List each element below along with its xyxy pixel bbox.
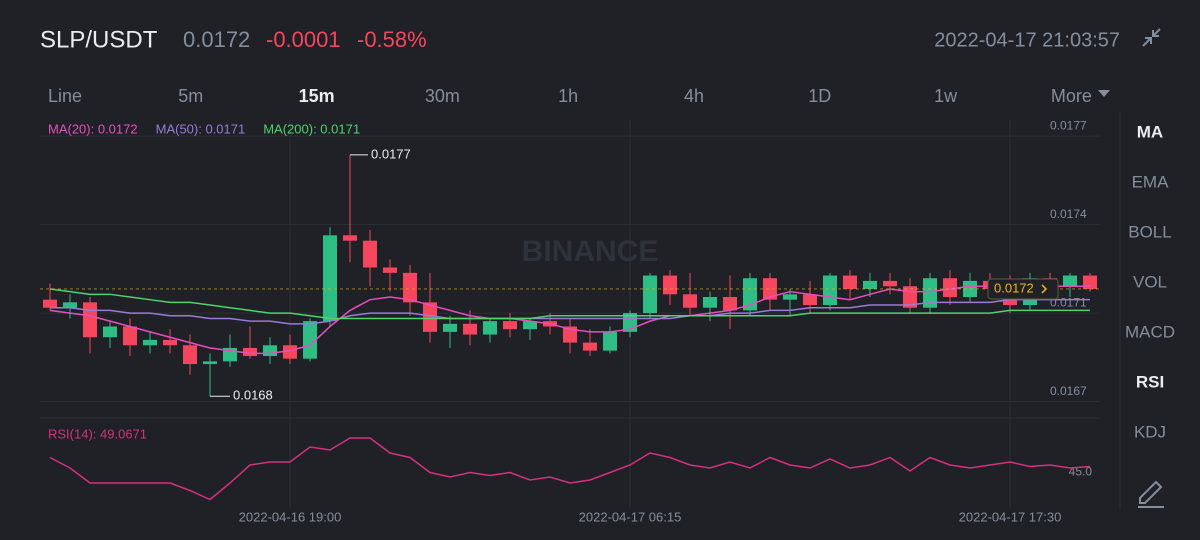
candle-body	[663, 275, 677, 295]
legend-entry: MA(50): 0.0171	[156, 121, 246, 136]
max-label: 0.0177	[371, 146, 411, 161]
legend-entry: MA(200): 0.0171	[263, 121, 360, 136]
candle-body	[343, 235, 357, 241]
candle-body	[183, 345, 197, 365]
candle-body	[743, 278, 757, 311]
draw-tool-icon[interactable]	[1138, 480, 1164, 508]
candle-body	[723, 297, 737, 311]
candle-body	[283, 345, 297, 359]
candle-body	[783, 294, 797, 300]
candle-body	[363, 240, 377, 268]
candle-body	[423, 302, 437, 332]
candle-body	[43, 299, 57, 308]
indicator-tab[interactable]: VOL	[1133, 272, 1167, 291]
change: -0.0001	[266, 27, 341, 52]
candle-body	[263, 345, 277, 356]
candle-body	[823, 275, 837, 306]
candle-body	[103, 326, 117, 338]
interval-tab[interactable]: Line	[48, 86, 82, 106]
candle-body	[643, 275, 657, 314]
candle-body	[123, 326, 137, 346]
indicator-tab[interactable]: RSI	[1136, 372, 1164, 391]
interval-tab[interactable]: 5m	[178, 86, 203, 106]
collapse-icon[interactable]	[1142, 28, 1161, 47]
watermark: BINANCE	[522, 235, 659, 268]
candle-body	[303, 321, 317, 359]
candle-body	[503, 321, 517, 330]
y-tick-label: 0.0167	[1050, 384, 1087, 398]
candle-body	[463, 323, 477, 335]
interval-tab[interactable]: 1D	[808, 86, 831, 106]
last-price-box	[987, 278, 1059, 300]
interval-tab[interactable]: 4h	[684, 86, 704, 106]
last-price-label: 0.0172	[994, 280, 1034, 295]
candle-body	[763, 278, 777, 300]
candle-body	[523, 321, 537, 330]
candle-body	[863, 280, 877, 289]
indicator-tab[interactable]: EMA	[1132, 172, 1170, 191]
candle-body	[163, 339, 177, 346]
candle-body	[323, 235, 337, 322]
candle-body	[883, 280, 897, 287]
x-tick-label: 2022-04-16 19:00	[239, 509, 342, 524]
candle-body	[583, 342, 597, 351]
candle-body	[703, 297, 717, 308]
candle-body	[483, 321, 497, 335]
candle-body	[63, 302, 77, 308]
interval-tab[interactable]: More	[1051, 86, 1092, 106]
indicator-tab[interactable]: MA	[1137, 122, 1163, 141]
candle-body	[403, 272, 417, 303]
x-tick-label: 2022-04-17 06:15	[579, 509, 682, 524]
ma-line	[49, 288, 1090, 320]
rsi-legend: RSI(14): 49.0671	[48, 426, 147, 441]
candle-body	[923, 278, 937, 308]
ma-line	[50, 298, 1090, 325]
interval-tab[interactable]: 30m	[425, 86, 460, 106]
y-tick-label: 0.0171	[1050, 295, 1087, 309]
indicator-tab[interactable]: MACD	[1125, 322, 1175, 341]
price: 0.0172	[183, 27, 250, 52]
datetime: 2022-04-17 21:03:57	[934, 29, 1120, 51]
candle-body	[943, 278, 957, 297]
indicator-tab[interactable]: BOLL	[1128, 222, 1171, 241]
candle-body	[383, 267, 397, 273]
last-price-arrow	[1041, 284, 1048, 294]
candle-body	[143, 339, 157, 346]
candle-body	[203, 361, 217, 365]
y-tick-label: 0.0174	[1050, 207, 1087, 221]
candle-body	[683, 294, 697, 308]
x-tick-label: 2022-04-17 17:30	[959, 509, 1062, 524]
candle-body	[843, 275, 857, 289]
interval-tab[interactable]: 1h	[558, 86, 578, 106]
interval-tab[interactable]: 1w	[934, 86, 958, 106]
ma-line	[49, 285, 1090, 355]
rsi-line	[49, 437, 1091, 501]
more-arrow	[1098, 90, 1110, 97]
y-tick-label: 0.0177	[1050, 118, 1087, 132]
candle-body	[443, 323, 457, 332]
interval-tab[interactable]: 15m	[299, 86, 335, 106]
change-pct: -0.58%	[357, 27, 427, 52]
candle-body	[563, 326, 577, 343]
legend-entry: MA(20): 0.0172	[48, 121, 138, 136]
candle-body	[1063, 275, 1077, 287]
indicator-tab[interactable]: KDJ	[1134, 422, 1166, 441]
candle-body	[603, 331, 617, 351]
pair: SLP/USDT	[40, 26, 158, 53]
candle-body	[243, 347, 257, 356]
min-label: 0.0168	[233, 388, 273, 403]
candle-body	[803, 294, 817, 306]
candle-body	[83, 302, 97, 338]
